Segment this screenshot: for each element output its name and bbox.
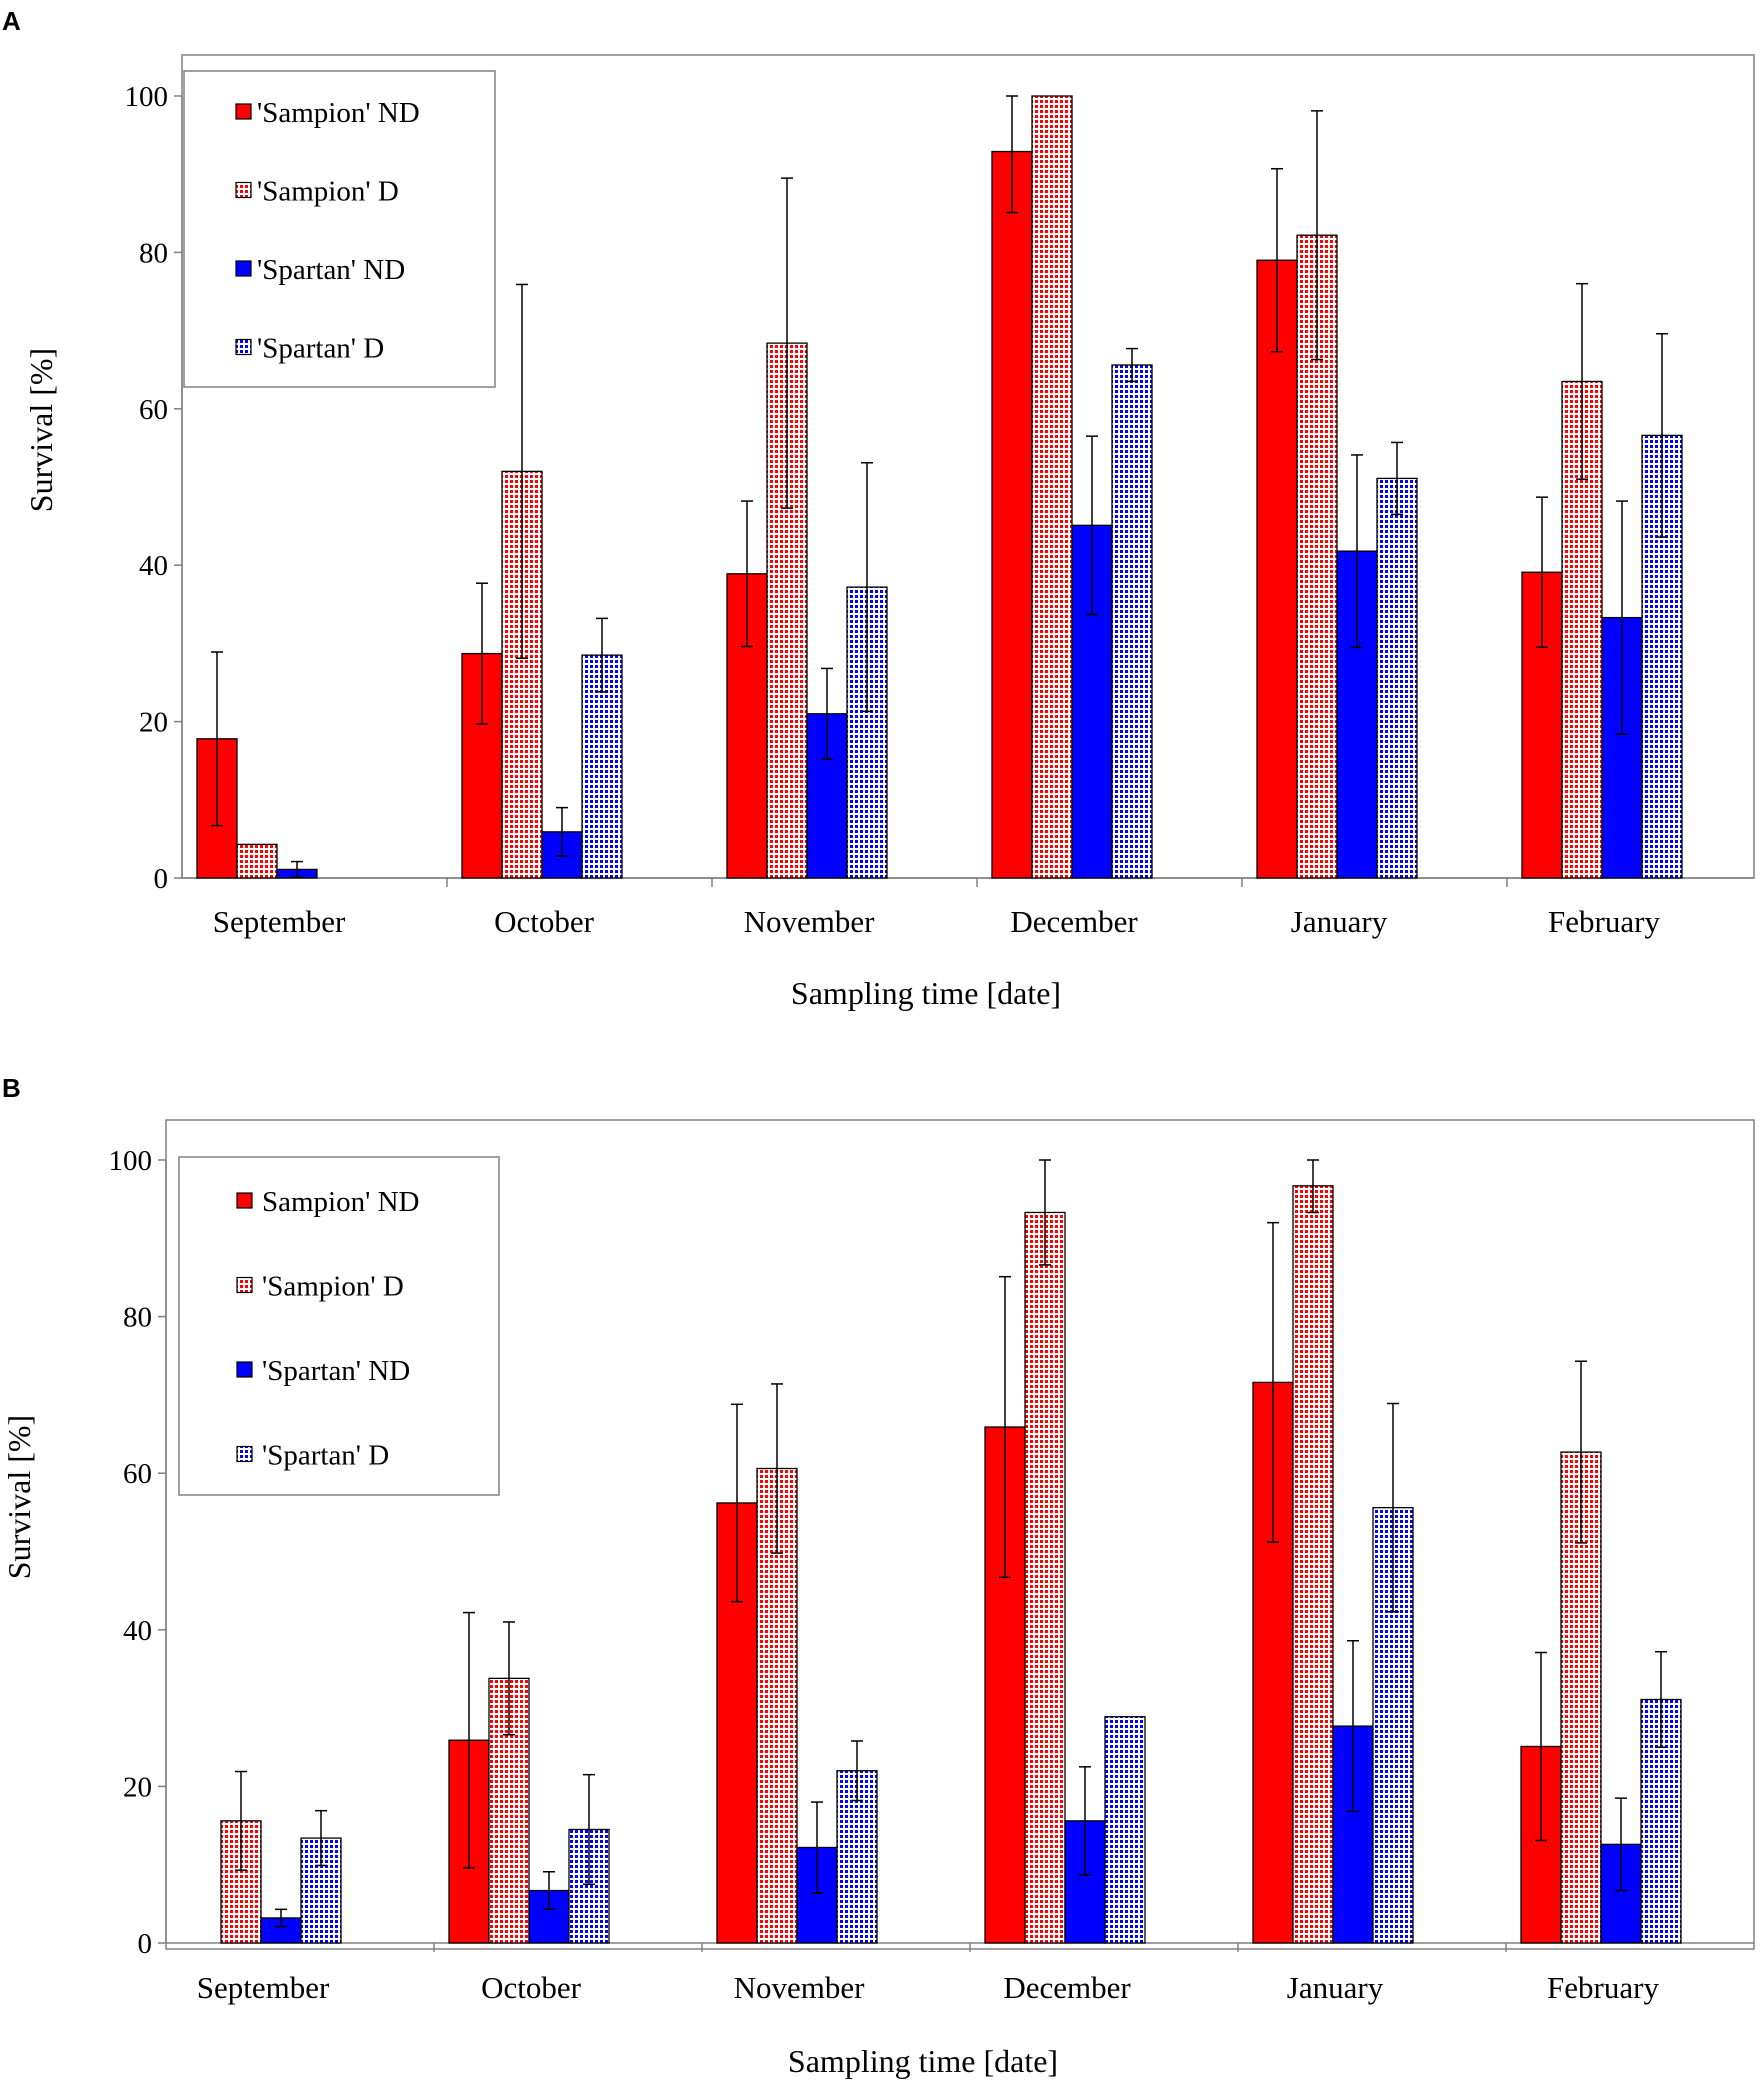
legend-swatch bbox=[235, 260, 252, 277]
legend-label: 'Spartan' ND bbox=[262, 1355, 410, 1387]
bar bbox=[1111, 364, 1153, 879]
bar bbox=[1024, 1211, 1066, 1944]
chart-a: 0 20 40 60 80 100 September October November Dece… bbox=[125, 70, 1754, 939]
legend-label: 'Spartan' D bbox=[262, 1440, 389, 1472]
bar bbox=[1031, 95, 1073, 879]
y-axis-title-a: Survival [%] bbox=[23, 348, 59, 512]
y-tick-label: 80 bbox=[139, 237, 168, 269]
x-tick-label: October bbox=[494, 904, 595, 939]
x-tick-label: November bbox=[734, 1970, 866, 2005]
legend-swatch bbox=[236, 1361, 253, 1378]
y-tick-label: 100 bbox=[125, 81, 169, 113]
y-tick-label: 20 bbox=[123, 1771, 152, 1803]
legend-swatch bbox=[236, 1276, 253, 1294]
bar bbox=[236, 843, 278, 879]
x-tick-label: January bbox=[1287, 1970, 1384, 2005]
panel-a: A 0 20 40 60 80 100 September October November De… bbox=[2, 6, 1755, 1011]
bar bbox=[1104, 1716, 1146, 1944]
panel-letter-b: B bbox=[2, 1073, 21, 1103]
legend-swatch bbox=[235, 338, 252, 356]
legend-swatch bbox=[235, 181, 252, 199]
x-axis-title-b: Sampling time [date] bbox=[788, 2043, 1058, 2079]
y-tick-label: 0 bbox=[138, 1928, 153, 1960]
legend-label: 'Spartan' D bbox=[257, 333, 384, 365]
legend-label: 'Sampion' D bbox=[262, 1271, 404, 1303]
y-tick-label: 0 bbox=[154, 863, 169, 895]
x-tick-label: February bbox=[1547, 1970, 1659, 2005]
y-tick-label: 100 bbox=[109, 1145, 153, 1177]
bar bbox=[1256, 259, 1298, 879]
x-tick-label: September bbox=[213, 904, 346, 939]
x-tick-label: January bbox=[1291, 904, 1388, 939]
legend-swatch bbox=[235, 103, 252, 120]
bar bbox=[984, 1426, 1026, 1944]
y-tick-label: 60 bbox=[123, 1458, 152, 1490]
x-tick-label: December bbox=[1003, 1970, 1131, 2005]
legend-label: 'Spartan' ND bbox=[257, 254, 405, 286]
x-tick-label: December bbox=[1010, 904, 1138, 939]
bar bbox=[1292, 1185, 1334, 1944]
legend-box bbox=[178, 1156, 500, 1496]
legend-swatch bbox=[236, 1445, 253, 1463]
x-tick-label: February bbox=[1548, 904, 1660, 939]
y-tick-label: 40 bbox=[139, 550, 168, 582]
y-tick-label: 40 bbox=[123, 1615, 152, 1647]
y-axis-title-b: Survival [%] bbox=[1, 1415, 37, 1579]
x-axis-title-a: Sampling time [date] bbox=[791, 975, 1061, 1011]
y-tick-label: 60 bbox=[139, 394, 168, 426]
x-tick-label: November bbox=[744, 904, 876, 939]
x-tick-label: October bbox=[481, 1970, 582, 2005]
x-tick-label: September bbox=[197, 1970, 330, 2005]
legend-label: Sampion' ND bbox=[262, 1186, 419, 1218]
panel-b: B 0 20 40 60 80 100 September October November De… bbox=[1, 1073, 1755, 2079]
chart-b: 0 20 40 60 80 100 September October November Dece… bbox=[109, 1145, 1754, 2005]
panel-letter-a: A bbox=[2, 6, 21, 36]
legend-box bbox=[183, 70, 496, 388]
y-tick-label: 20 bbox=[139, 707, 168, 739]
bar bbox=[1376, 477, 1418, 879]
legend-label: 'Sampion' D bbox=[257, 176, 399, 208]
bar bbox=[991, 150, 1033, 879]
legend-label: 'Sampion' ND bbox=[257, 97, 420, 129]
y-tick-label: 80 bbox=[123, 1302, 152, 1334]
legend-swatch bbox=[236, 1192, 253, 1209]
